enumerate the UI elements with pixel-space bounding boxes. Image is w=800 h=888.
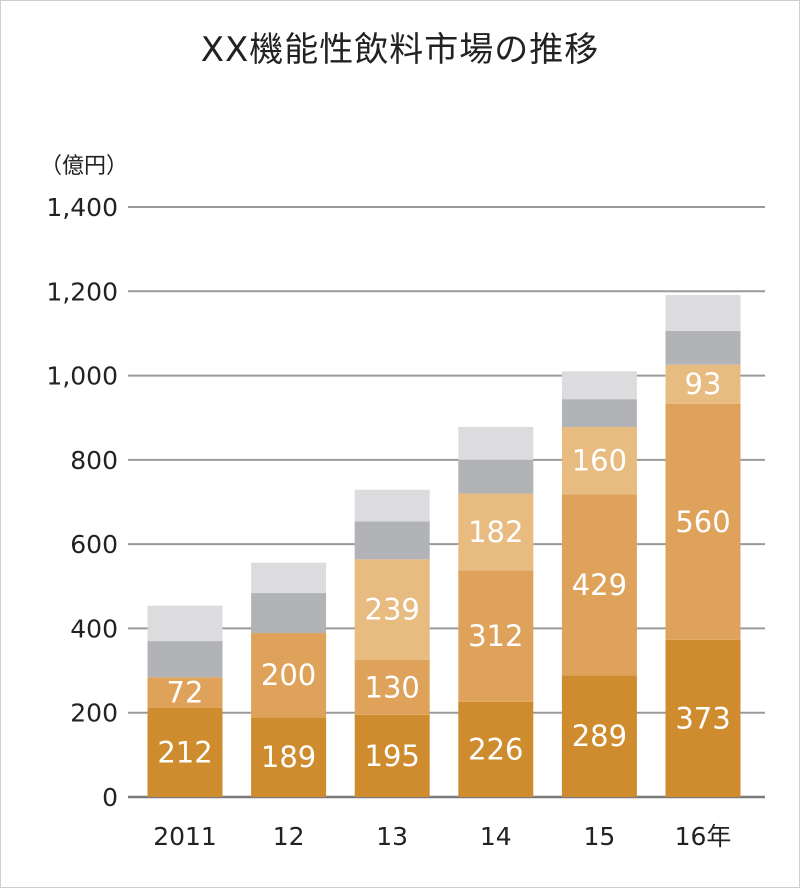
- bar-segment: [354, 660, 430, 715]
- bar-segment: [458, 493, 534, 571]
- x-tick-label: 15: [583, 822, 615, 851]
- x-tick-label: 12: [273, 822, 305, 851]
- x-tick-label: 16年: [675, 822, 732, 851]
- bar-segment: [561, 675, 637, 797]
- bar-segment: [561, 371, 637, 400]
- data-label: 182: [468, 515, 523, 549]
- y-tick-label: 800: [70, 446, 118, 475]
- data-label: 189: [261, 740, 316, 774]
- y-tick-label: 600: [70, 530, 118, 559]
- bar-segment: [561, 426, 637, 495]
- bar-segment: [458, 570, 534, 702]
- x-tick-label: 2011: [153, 822, 217, 851]
- data-label: 93: [685, 367, 722, 401]
- bar-segment: [665, 403, 741, 640]
- data-label: 312: [468, 619, 523, 653]
- chart-title: XX機能性飲料市場の推移: [200, 30, 600, 70]
- y-axis-unit: （億円）: [40, 154, 129, 179]
- bar-segment: [354, 714, 430, 797]
- y-tick-label: 1,000: [46, 362, 118, 391]
- data-label: 289: [572, 719, 627, 753]
- y-tick-label: 0: [102, 783, 118, 812]
- y-tick-label: 1,400: [46, 193, 118, 222]
- data-label: 212: [157, 735, 212, 769]
- bar-segment: [561, 399, 637, 427]
- bar-segment: [665, 639, 741, 797]
- bar-segment: [251, 593, 327, 634]
- bar-segment: [665, 295, 741, 331]
- y-tick-label: 400: [70, 614, 118, 643]
- bar-segment: [665, 364, 741, 404]
- bar-segment: [251, 717, 327, 797]
- bar-segment: [354, 489, 430, 522]
- bar-segment: [561, 494, 637, 676]
- data-label: 130: [365, 670, 420, 704]
- bar-segment: [458, 426, 534, 460]
- bar-segment: [147, 605, 223, 642]
- x-tick-label: 14: [480, 822, 512, 851]
- data-label: 226: [468, 732, 523, 766]
- bar-segment: [147, 677, 223, 708]
- bar-segment: [251, 633, 327, 718]
- y-tick-label: 200: [70, 699, 118, 728]
- bar-segment: [458, 701, 534, 797]
- bar-segment: [147, 707, 223, 797]
- data-label: 429: [572, 568, 627, 602]
- x-tick-label: 13: [376, 822, 408, 851]
- bar-segment: [665, 330, 741, 365]
- bar-segment: [354, 559, 430, 661]
- data-label: 160: [572, 444, 627, 478]
- bar-segment: [147, 641, 223, 678]
- data-label: 373: [675, 701, 730, 735]
- bar-segment: [251, 562, 327, 594]
- bar-segment: [458, 459, 534, 494]
- data-label: 200: [261, 658, 316, 692]
- bar-segment: [354, 521, 430, 560]
- data-label: 195: [365, 739, 420, 773]
- data-label: 560: [675, 505, 730, 539]
- y-tick-label: 1,200: [46, 277, 118, 306]
- data-label: 72: [167, 675, 204, 709]
- data-label: 239: [365, 593, 420, 627]
